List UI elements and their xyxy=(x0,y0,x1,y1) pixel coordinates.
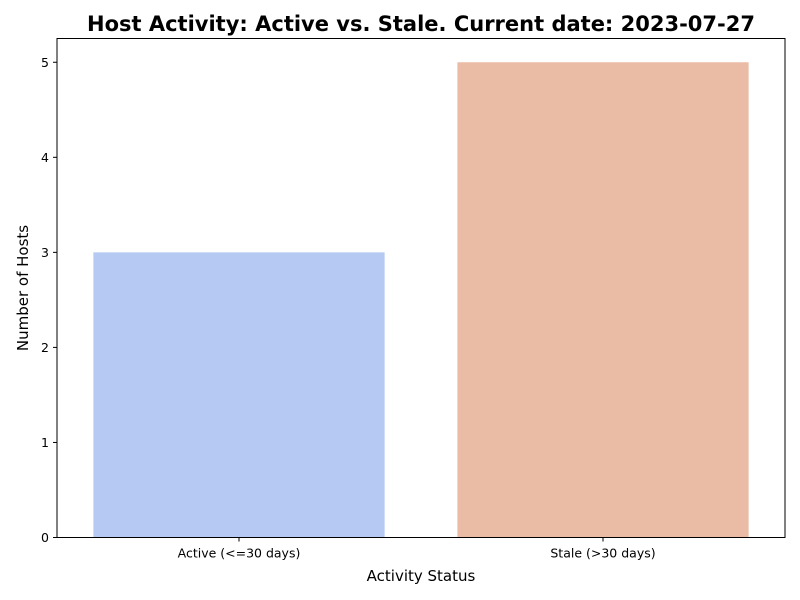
y-tick-label: 1 xyxy=(41,435,49,450)
plot-frame xyxy=(56,38,786,538)
x-axis-label: Activity Status xyxy=(367,567,476,585)
y-tick-label: 2 xyxy=(41,340,49,355)
x-tick-label: Stale (>30 days) xyxy=(550,546,655,561)
y-tick-label: 5 xyxy=(41,55,49,70)
x-axis-ticks: Active (<=30 days) Stale (>30 days) xyxy=(178,537,656,561)
bars-group xyxy=(93,62,749,538)
y-axis-ticks: 0 1 2 3 4 5 xyxy=(41,55,57,545)
x-tick-label: Active (<=30 days) xyxy=(178,546,301,561)
y-tick-label: 3 xyxy=(41,245,49,260)
bar-0 xyxy=(93,252,385,538)
y-tick-label: 4 xyxy=(41,150,49,165)
y-tick-label: 0 xyxy=(41,530,49,545)
y-axis-label: Number of Hosts xyxy=(14,225,32,351)
bar-1 xyxy=(457,62,749,538)
chart-title: Host Activity: Active vs. Stale. Current… xyxy=(87,12,755,36)
